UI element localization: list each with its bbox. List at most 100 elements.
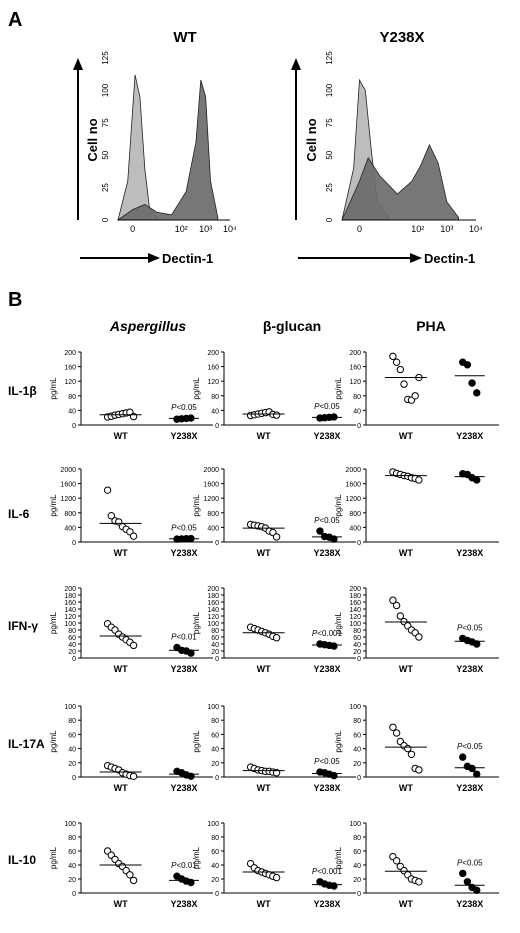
y-tick-label: 200	[64, 586, 76, 593]
y238x-data-point	[468, 379, 476, 387]
y-tick-label: 160	[349, 365, 361, 372]
y-unit-label: pg/mL	[334, 377, 343, 400]
y-unit-label: pg/mL	[334, 846, 343, 869]
y-tick-label: 1200	[203, 496, 219, 503]
y-tick-label: 80	[353, 718, 361, 725]
category-label: Y238X	[313, 783, 340, 793]
y238x-data-point	[330, 535, 338, 543]
category-label: Y238X	[456, 431, 483, 441]
y-tick-label: 0	[357, 540, 361, 547]
y-tick-label: 180	[207, 593, 219, 600]
y-unit-label: pg/mL	[192, 611, 201, 634]
y238x-data-point	[473, 476, 481, 484]
y-tick-label: 50	[325, 150, 334, 159]
wt-data-point	[392, 857, 401, 865]
y238x-data-point	[473, 770, 481, 778]
p-value-label: P<0.05	[314, 516, 340, 525]
category-label: Y238X	[170, 899, 197, 909]
p-value-label: P<0.05	[314, 402, 340, 411]
y-unit-label: pg/mL	[334, 611, 343, 634]
y-arrow-head	[291, 58, 301, 70]
y-unit-label: pg/mL	[192, 730, 201, 753]
y-tick-label: 60	[353, 635, 361, 642]
category-label: WT	[114, 664, 128, 674]
y-tick-label: 20	[211, 649, 219, 656]
y-tick-label: 160	[207, 600, 219, 607]
y-tick-label: 0	[357, 423, 361, 430]
y-unit-label: pg/mL	[192, 846, 201, 869]
y238x-data-point	[468, 764, 476, 773]
x-axis-label: Dectin-1	[424, 251, 475, 266]
y-tick-label: 800	[64, 511, 76, 518]
wt-data-point	[129, 532, 138, 540]
y-tick-label: 0	[72, 775, 76, 782]
y-tick-label: 1600	[60, 482, 76, 489]
y-arrow-head	[73, 58, 83, 70]
x-tick-label: 0	[357, 224, 362, 234]
wt-data-point	[107, 512, 116, 520]
y-tick-label: 100	[207, 621, 219, 628]
wt-data-point	[389, 723, 397, 731]
wt-data-point	[415, 766, 423, 774]
y-tick-label: 125	[325, 51, 334, 65]
y-unit-label: pg/mL	[49, 377, 58, 400]
y-tick-label: 1600	[345, 482, 361, 489]
category-label: WT	[399, 664, 413, 674]
wt-data-point	[392, 601, 401, 610]
category-label: Y238X	[456, 783, 483, 793]
y-tick-label: 0	[357, 775, 361, 782]
y-unit-label: pg/mL	[49, 494, 58, 517]
y238x-data-point	[473, 640, 481, 648]
y-tick-label: 2000	[345, 467, 361, 474]
dotplot-1-0: 0 400 800 1200 1600 2000 pg/mL WT Y238X P<0.05	[49, 467, 213, 558]
wt-data-point	[411, 392, 419, 400]
dotplot-4-0: 0 20 40 60 80 100 pg/mL WT Y238X P<0.01	[49, 821, 213, 909]
y-unit-label: pg/mL	[192, 494, 201, 517]
category-label: WT	[114, 431, 128, 441]
dotplot-0-2: 0 40 80 120 160 200 pg/mL WT Y238X	[334, 350, 499, 441]
y-tick-label: 60	[68, 635, 76, 642]
y-tick-label: 800	[207, 511, 219, 518]
category-label: WT	[257, 899, 271, 909]
p-value-label: P<0.001	[312, 867, 343, 876]
histogram-dectin-fill	[341, 143, 459, 221]
y-tick-label: 60	[68, 849, 76, 856]
y-tick-label: 20	[353, 877, 361, 884]
y-tick-label: 20	[353, 761, 361, 768]
y-tick-label: 40	[353, 747, 361, 754]
category-label: Y238X	[170, 431, 197, 441]
y-tick-label: 40	[68, 747, 76, 754]
category-label: Y238X	[170, 548, 197, 558]
p-value-label: P<0.05	[171, 403, 197, 412]
wt-data-point	[415, 878, 423, 886]
y-tick-label: 140	[349, 607, 361, 614]
histogram-y238x: Y238X 0 25 50 75 100 125 0 10² 10³ 10⁴ Cell no Decti…	[291, 29, 483, 266]
y-tick-label: 80	[68, 718, 76, 725]
y-tick-label: 200	[349, 586, 361, 593]
stimulus-header-aspergillus: Aspergillus	[109, 318, 186, 334]
y-tick-label: 20	[353, 649, 361, 656]
wt-data-point	[272, 769, 281, 777]
panel-a: WT 0 25 50 75 100 125 0 10² 10³ 10⁴ Cell no Dectin-1…	[73, 29, 483, 266]
wt-data-point	[103, 486, 112, 494]
y-tick-label: 0	[215, 891, 219, 898]
wt-data-point	[407, 750, 416, 758]
y238x-data-point	[187, 649, 195, 657]
y-tick-label: 2000	[203, 467, 219, 474]
dotplot-0-1: 0 40 80 120 160 200 pg/mL WT Y238X P<0.05	[192, 350, 356, 441]
y-tick-label: 200	[207, 586, 219, 593]
y-tick-label: 100	[207, 704, 219, 711]
panel-b-letter: B	[8, 289, 22, 311]
y238x-data-point	[330, 642, 338, 650]
y-tick-label: 40	[211, 642, 219, 649]
cytokine-label: IFN-γ	[8, 619, 38, 633]
category-label: WT	[399, 548, 413, 558]
y-tick-label: 20	[68, 877, 76, 884]
y-tick-label: 0	[357, 891, 361, 898]
y-tick-label: 0	[215, 423, 219, 430]
y238x-data-point	[459, 753, 467, 761]
x-tick-label: 10²	[411, 224, 424, 234]
category-label: Y238X	[313, 664, 340, 674]
